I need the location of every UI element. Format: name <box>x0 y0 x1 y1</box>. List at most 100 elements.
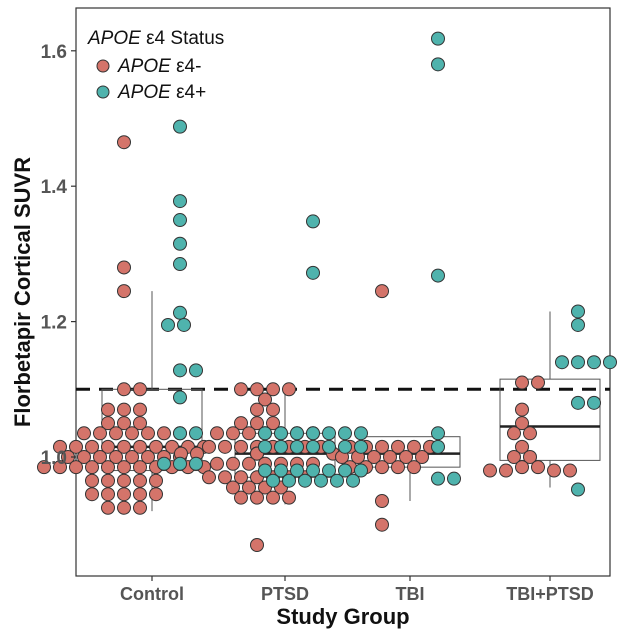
data-point <box>149 487 163 502</box>
data-point <box>117 260 131 275</box>
data-point <box>77 450 91 464</box>
data-point <box>571 482 585 497</box>
data-point <box>274 426 288 441</box>
data-point <box>499 463 513 478</box>
data-point <box>258 392 272 407</box>
data-point <box>354 463 368 478</box>
data-point <box>266 416 280 431</box>
data-point <box>210 456 224 471</box>
legend-marker-neg <box>96 59 110 73</box>
data-point <box>101 439 115 454</box>
data-point <box>109 450 123 464</box>
data-point <box>133 439 147 454</box>
data-point <box>149 439 163 454</box>
data-point <box>133 382 147 397</box>
data-point <box>141 450 155 464</box>
data-point <box>431 471 445 486</box>
data-point <box>523 426 537 441</box>
data-point <box>37 460 51 475</box>
data-point <box>210 426 224 441</box>
data-point <box>173 426 187 441</box>
data-point <box>282 382 296 397</box>
data-point <box>274 463 288 478</box>
data-point <box>266 473 280 488</box>
data-point <box>587 355 601 370</box>
data-point <box>407 439 421 454</box>
data-point <box>133 460 147 475</box>
data-point <box>306 265 320 280</box>
data-point <box>563 463 577 478</box>
x-axis-label: Study Group <box>276 604 409 629</box>
data-point <box>266 402 280 417</box>
data-point <box>555 355 569 370</box>
data-point <box>258 426 272 441</box>
y-tick-label: 1.0 <box>41 448 67 469</box>
x-tick-label: PTSD <box>261 584 309 604</box>
data-point <box>173 119 187 134</box>
data-point <box>515 375 529 390</box>
data-point <box>202 470 216 485</box>
data-point <box>571 395 585 410</box>
data-point <box>218 470 232 485</box>
data-point <box>258 463 272 478</box>
data-point <box>173 390 187 405</box>
data-point <box>415 450 429 464</box>
data-point <box>53 460 67 475</box>
data-point <box>133 473 147 488</box>
data-point <box>523 450 537 464</box>
data-point <box>173 257 187 272</box>
data-point <box>117 460 131 475</box>
box <box>499 378 601 461</box>
data-point <box>93 426 107 441</box>
data-point <box>117 439 131 454</box>
data-point <box>338 439 352 454</box>
data-point <box>234 470 248 485</box>
data-point <box>226 480 240 495</box>
data-point <box>290 426 304 441</box>
data-point <box>125 450 139 464</box>
data-point <box>354 426 368 441</box>
data-point <box>354 439 368 454</box>
data-point <box>483 463 497 478</box>
data-point <box>322 439 336 454</box>
data-point <box>157 456 171 471</box>
data-point <box>383 450 397 464</box>
x-tick-label: TBI+PTSD <box>506 584 594 604</box>
data-point <box>157 426 171 441</box>
data-point <box>507 426 521 441</box>
data-point <box>109 426 123 441</box>
data-point <box>375 517 389 532</box>
data-point <box>298 473 312 488</box>
data-point <box>547 463 561 478</box>
data-point <box>85 487 99 502</box>
data-point <box>515 439 529 454</box>
data-point <box>189 426 203 441</box>
data-point <box>306 463 320 478</box>
data-point <box>133 500 147 515</box>
data-point <box>173 456 187 471</box>
data-point <box>189 456 203 471</box>
data-point <box>101 473 115 488</box>
data-point <box>587 395 601 410</box>
legend-item-neg: APOE ε4- <box>117 56 201 77</box>
x-axis: Control PTSD TBI TBI+PTSD <box>120 576 594 604</box>
data-point <box>431 57 445 72</box>
legend-marker-pos <box>96 85 110 99</box>
data-point <box>282 490 296 505</box>
data-point <box>242 426 256 441</box>
data-point <box>117 416 131 431</box>
data-point <box>117 402 131 417</box>
data-point <box>117 473 131 488</box>
data-point <box>306 426 320 441</box>
data-point <box>117 382 131 397</box>
data-point <box>375 494 389 509</box>
data-point <box>266 490 280 505</box>
data-points <box>37 31 617 553</box>
data-point <box>242 480 256 495</box>
data-point <box>603 355 617 370</box>
x-tick-label: Control <box>120 584 184 604</box>
data-point <box>250 382 264 397</box>
data-point <box>101 460 115 475</box>
data-point <box>571 355 585 370</box>
data-point <box>314 473 328 488</box>
